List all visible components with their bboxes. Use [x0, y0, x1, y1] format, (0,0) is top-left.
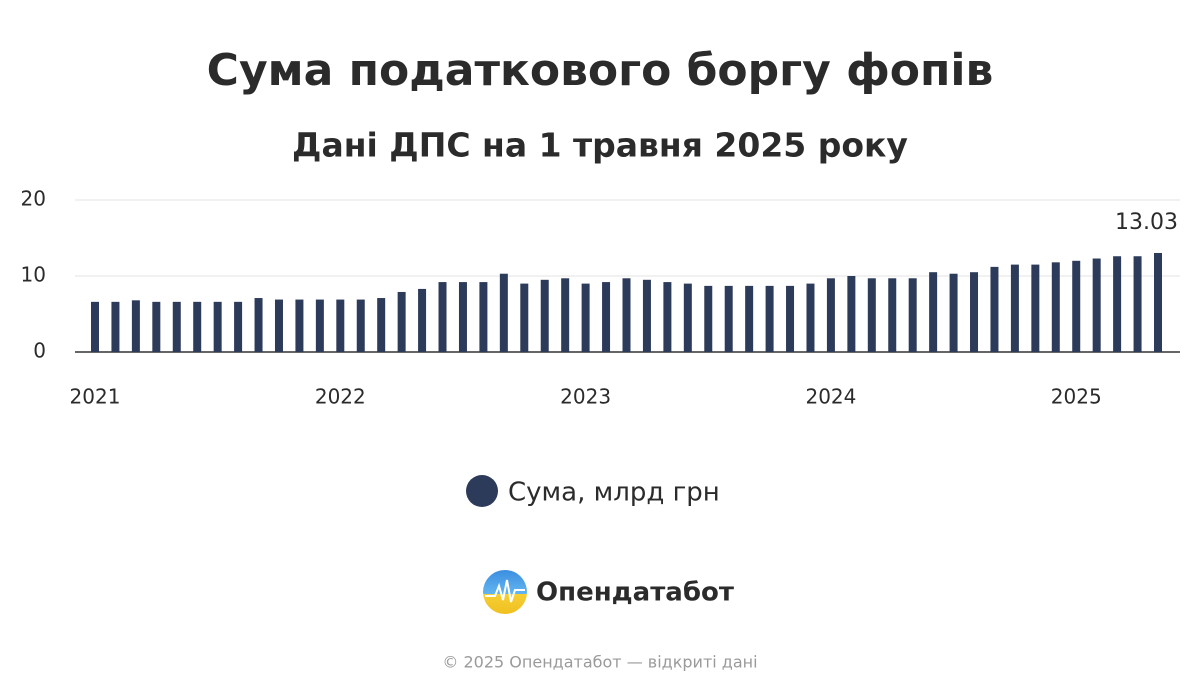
bar [1051, 262, 1060, 352]
bar [683, 283, 692, 352]
bar [847, 276, 856, 352]
bar [1092, 258, 1101, 352]
bar [1031, 264, 1040, 352]
bar [622, 278, 631, 352]
bar [193, 301, 202, 352]
y-tick-label: 0 [33, 339, 46, 363]
legend: Сума, млрд грн [466, 475, 720, 508]
bar [561, 278, 570, 352]
bar [724, 285, 733, 352]
bar [91, 301, 99, 352]
bar [1010, 264, 1019, 352]
y-tick-label: 20 [21, 187, 46, 211]
bar [254, 298, 263, 352]
logo-wave [485, 579, 525, 603]
legend-marker [466, 475, 498, 507]
bar [704, 285, 713, 352]
bar [499, 273, 508, 352]
bar [152, 301, 161, 352]
bar [1154, 252, 1162, 352]
bar [336, 299, 345, 352]
y-tick-label: 10 [21, 263, 46, 287]
bar [1113, 256, 1122, 352]
x-tick-label: 2021 [70, 385, 121, 409]
bar [929, 272, 938, 352]
bar [908, 278, 917, 352]
bar [520, 283, 529, 352]
bar [786, 285, 795, 352]
bar [642, 279, 651, 352]
logo-text: Опендатабот [536, 578, 734, 608]
bar [1133, 256, 1142, 352]
bar [458, 282, 467, 352]
bar [970, 272, 979, 352]
bar [1072, 260, 1081, 352]
bar [418, 288, 427, 352]
bar [581, 283, 590, 352]
bar [663, 282, 672, 352]
footer: © 2025 Опендатабот — відкриті дані [442, 653, 757, 672]
bar [377, 298, 386, 352]
legend-label: Сума, млрд грн [508, 478, 720, 508]
x-tick-label: 2022 [315, 385, 366, 409]
x-tick-label: 2024 [805, 385, 856, 409]
logo: Опендатабот [483, 570, 734, 614]
bar [111, 301, 120, 352]
bar [806, 283, 815, 352]
x-tick-label: 2025 [1051, 385, 1102, 409]
bar [826, 278, 835, 352]
bar [234, 301, 243, 352]
chart-title: Сума податкового боргу фопів [207, 45, 994, 96]
x-tick-label: 2023 [560, 385, 611, 409]
bar [867, 278, 876, 352]
bar [213, 301, 222, 352]
bar [479, 282, 488, 352]
bar [540, 279, 549, 352]
bar [172, 301, 181, 352]
bar [602, 282, 611, 352]
bar [949, 273, 958, 352]
bar [315, 299, 324, 352]
bar [397, 291, 406, 352]
bar [295, 299, 304, 352]
chart-subtitle: Дані ДПС на 1 травня 2025 року [292, 126, 908, 165]
bar [765, 285, 774, 352]
bar [888, 278, 897, 352]
data-label: 13.03 [1115, 210, 1178, 235]
bar [356, 299, 365, 352]
bar [990, 266, 999, 352]
bar [131, 300, 140, 352]
bar [438, 282, 447, 352]
bar [745, 285, 754, 352]
bar [274, 299, 283, 352]
